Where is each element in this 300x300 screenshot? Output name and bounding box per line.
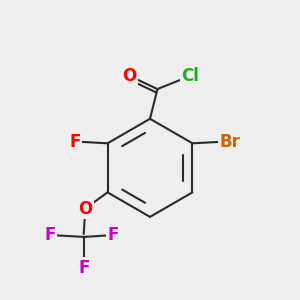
Text: O: O bbox=[122, 67, 136, 85]
Text: F: F bbox=[78, 259, 89, 277]
Text: O: O bbox=[78, 200, 92, 218]
Text: F: F bbox=[69, 133, 80, 151]
Text: Br: Br bbox=[219, 133, 240, 151]
Text: F: F bbox=[107, 226, 118, 244]
Text: F: F bbox=[44, 226, 56, 244]
Text: Cl: Cl bbox=[181, 67, 199, 85]
